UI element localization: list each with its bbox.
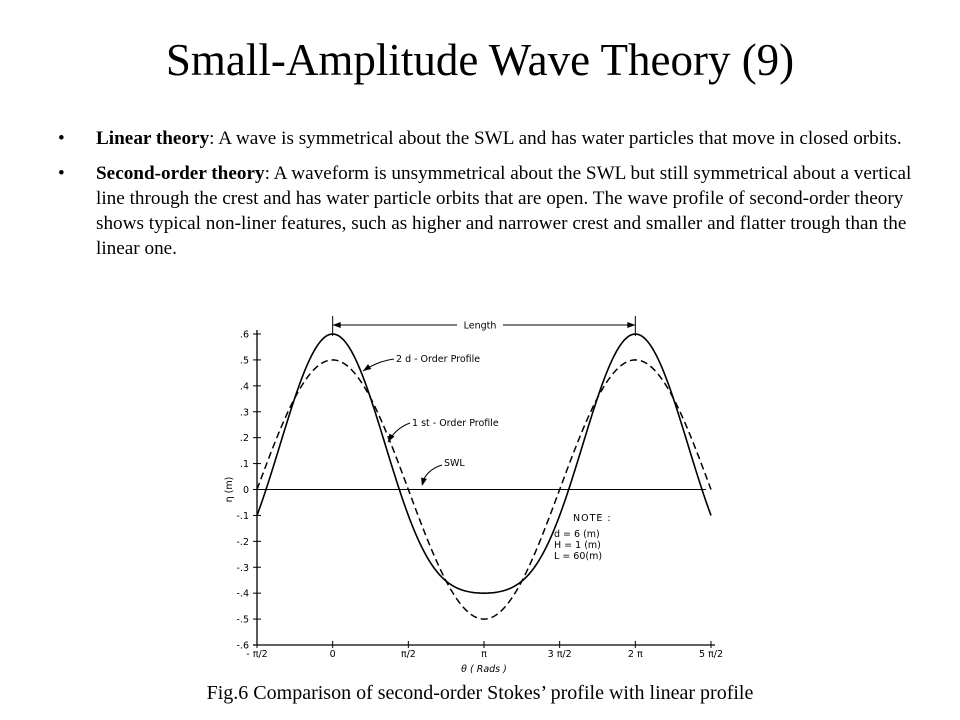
y-axis-label: η (m)	[224, 477, 235, 503]
length-label: Length	[464, 321, 497, 332]
y-tick-label: -.4	[237, 589, 250, 600]
note-title: NOTE :	[573, 513, 612, 524]
y-tick-label: -.1	[237, 511, 250, 522]
length-arrow-left	[332, 322, 341, 328]
y-tick-label: -.5	[237, 615, 250, 626]
y-tick-label: 0	[243, 485, 249, 496]
y-tick-label: .2	[240, 433, 249, 444]
x-tick-label: - π/2	[246, 649, 267, 660]
y-tick-label: -.2	[237, 537, 250, 548]
y-tick-label: -.3	[237, 563, 250, 574]
bullet-dot: •	[58, 163, 65, 184]
x-tick-label: π/2	[401, 649, 416, 660]
x-tick-label: 3 π/2	[548, 649, 572, 660]
note-line: H = 1 (m)	[554, 540, 601, 551]
slide-title: Small-Amplitude Wave Theory (9)	[165, 35, 795, 85]
x-tick-label: 2 π	[628, 649, 643, 660]
y-tick-label: .3	[240, 407, 249, 418]
second-order-label: 2 d - Order Profile	[396, 354, 480, 365]
bullet-text: : A wave is symmetrical about the SWL an…	[209, 128, 902, 149]
bullet-term: Linear theory	[96, 128, 210, 149]
x-tick-label: π	[481, 649, 487, 660]
bullet-dot: •	[58, 128, 65, 149]
swl-arrow	[421, 477, 427, 486]
swl-label: SWL	[444, 458, 465, 469]
y-tick-label: .6	[240, 330, 249, 341]
first-order-arrow	[388, 433, 395, 442]
x-tick-label: 0	[330, 649, 336, 660]
note-line: L = 60(m)	[554, 551, 602, 562]
length-arrow-right	[627, 322, 636, 328]
note-line: d = 6 (m)	[554, 529, 600, 540]
x-axis-label: θ ( Rads )	[461, 664, 507, 675]
y-tick-label: -.6	[237, 641, 250, 652]
x-tick-label: 5 π/2	[699, 649, 723, 660]
second-order-arrow	[363, 364, 372, 371]
bullet-linear-theory: • Linear theory: A wave is symmetrical a…	[58, 126, 918, 151]
bullet-list: • Linear theory: A wave is symmetrical a…	[58, 126, 918, 271]
series-line-first-order	[256, 359, 712, 620]
bullet-second-order-theory: • Second-order theory: A waveform is uns…	[58, 161, 918, 261]
y-tick-label: .5	[240, 355, 249, 366]
y-tick-label: .1	[240, 459, 249, 470]
figure-caption: Fig.6 Comparison of second-order Stokes’…	[206, 682, 754, 704]
y-tick-label: .4	[240, 381, 249, 392]
bullet-term: Second-order theory	[96, 163, 265, 184]
series-line-second-order	[256, 333, 712, 594]
first-order-label: 1 st - Order Profile	[412, 418, 499, 429]
bullet-text: : A waveform is unsymmetrical about the …	[96, 163, 912, 259]
